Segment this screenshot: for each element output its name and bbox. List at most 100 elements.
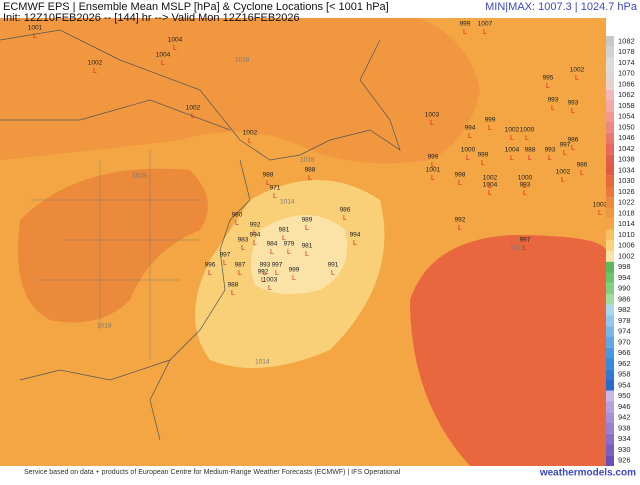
cyclone-marker: L xyxy=(93,68,97,75)
colorbar-swatch xyxy=(606,455,614,466)
cyclone-marker: L xyxy=(275,270,279,277)
cyclone-pressure: 991 xyxy=(328,262,339,269)
colorbar-swatch xyxy=(606,143,614,155)
cyclone-pressure: 992 xyxy=(258,269,269,276)
colorbar-swatch xyxy=(606,433,614,445)
cyclone-marker: L xyxy=(331,270,335,277)
colorbar-swatch xyxy=(606,36,614,47)
colorbar-label: 1010 xyxy=(618,230,635,239)
colorbar-swatch xyxy=(606,347,614,359)
colorbar-label: 1046 xyxy=(618,133,635,142)
colorbar-swatch xyxy=(606,175,614,187)
colorbar-label: 938 xyxy=(618,423,631,432)
cyclone-pressure: 980 xyxy=(232,212,243,219)
colorbar-label: 998 xyxy=(618,262,631,271)
colorbar-swatch xyxy=(606,272,614,284)
cyclone-pressure: 999 xyxy=(460,21,471,28)
cyclone-pressure: 981 xyxy=(279,227,290,234)
colorbar-swatch xyxy=(606,154,614,165)
cyclone-pressure: 1000 xyxy=(520,127,535,134)
colorbar-label: 966 xyxy=(618,348,631,357)
colorbar-label: 1026 xyxy=(618,187,635,196)
cyclone-pressure: 997 xyxy=(520,237,531,244)
brand: weathermodels.com xyxy=(539,468,636,479)
colorbar-label: 1082 xyxy=(618,36,635,45)
contour-label: 1018 xyxy=(300,157,315,164)
cyclone-marker: L xyxy=(253,230,257,237)
colorbar-swatch xyxy=(606,261,614,273)
cyclone-pressure: 1004 xyxy=(168,37,183,44)
colorbar-label: 930 xyxy=(618,445,631,454)
cyclone-marker: L xyxy=(282,235,286,242)
colorbar-label: 1062 xyxy=(618,90,635,99)
cyclone-marker: L xyxy=(463,29,467,36)
cyclone-marker: L xyxy=(561,177,565,184)
cyclone-marker: L xyxy=(488,125,492,132)
colorbar-swatch xyxy=(606,240,614,251)
cyclone-marker: L xyxy=(287,249,291,256)
cyclone-pressure: 981 xyxy=(302,243,313,250)
low-pressure-inner xyxy=(251,215,348,294)
cyclone-pressure: 1000 xyxy=(461,147,476,154)
cyclone-marker: L xyxy=(580,170,584,177)
cyclone-marker: L xyxy=(523,190,527,197)
cyclone-marker: L xyxy=(253,240,257,247)
colorbar-label: 994 xyxy=(618,273,631,282)
cyclone-pressure: 1002 xyxy=(505,127,520,134)
cyclone-pressure: 983 xyxy=(238,237,249,244)
cyclone-marker: L xyxy=(308,175,312,182)
cyclone-pressure: 987 xyxy=(235,262,246,269)
contour-label: 1018 xyxy=(97,323,112,330)
colorbar-label: 982 xyxy=(618,305,631,314)
colorbar-label: 974 xyxy=(618,327,631,336)
cyclone-pressure: 1002 xyxy=(186,105,201,112)
colorbar-swatch xyxy=(606,423,614,434)
colorbar-label: 1038 xyxy=(618,155,635,164)
colorbar-swatch xyxy=(606,380,614,391)
cyclone-pressure: 988 xyxy=(525,147,536,154)
cyclone-marker: L xyxy=(488,190,492,197)
colorbar-swatch xyxy=(606,251,614,262)
cyclone-pressure: 994 xyxy=(350,232,361,239)
colorbar-swatch xyxy=(606,89,614,101)
cyclone-pressure: 1000 xyxy=(518,175,533,182)
colorbar-label: 1050 xyxy=(618,122,635,131)
footer-bar xyxy=(0,466,640,480)
cyclone-marker: L xyxy=(571,108,575,115)
cyclone-pressure: 1002 xyxy=(88,60,103,67)
cyclone-pressure: 989 xyxy=(302,217,313,224)
colorbar-swatch xyxy=(606,208,614,219)
cyclone-marker: L xyxy=(481,160,485,167)
colorbar-label: 1034 xyxy=(618,165,635,174)
cyclone-marker: L xyxy=(305,251,309,258)
cyclone-marker: L xyxy=(208,270,212,277)
colorbar-label: 1042 xyxy=(618,144,635,153)
cyclone-marker: L xyxy=(466,155,470,162)
cyclone-marker: L xyxy=(191,113,195,120)
cyclone-marker: L xyxy=(261,277,265,284)
cyclone-pressure: 992 xyxy=(250,222,261,229)
cyclone-pressure: 997 xyxy=(272,262,283,269)
colorbar-swatch xyxy=(606,229,614,241)
cyclone-marker: L xyxy=(510,135,514,142)
cyclone-pressure: 993 xyxy=(568,100,579,107)
contour-label: 1018 xyxy=(132,173,147,180)
credit: Service based on data + products of Euro… xyxy=(24,469,401,476)
cyclone-pressure: 988 xyxy=(263,172,274,179)
cyclone-pressure: 997 xyxy=(220,252,231,259)
colorbar-swatch xyxy=(606,68,614,79)
high-pressure-land xyxy=(18,168,208,323)
cyclone-pressure: 988 xyxy=(228,282,239,289)
high-pressure-north xyxy=(0,18,480,164)
colorbar-swatch xyxy=(606,390,614,402)
colorbar-swatch xyxy=(606,358,614,370)
cyclone-marker: L xyxy=(223,260,227,267)
colorbar-swatch xyxy=(606,369,614,380)
cyclone-pressure: 997 xyxy=(560,142,571,149)
cyclone-marker: L xyxy=(458,180,462,187)
colorbar-label: 950 xyxy=(618,391,631,400)
colorbar-label: 1074 xyxy=(618,58,635,67)
colorbar-label: 990 xyxy=(618,284,631,293)
colorbar-label: 1002 xyxy=(618,251,635,260)
cyclone-pressure: 995 xyxy=(543,75,554,82)
